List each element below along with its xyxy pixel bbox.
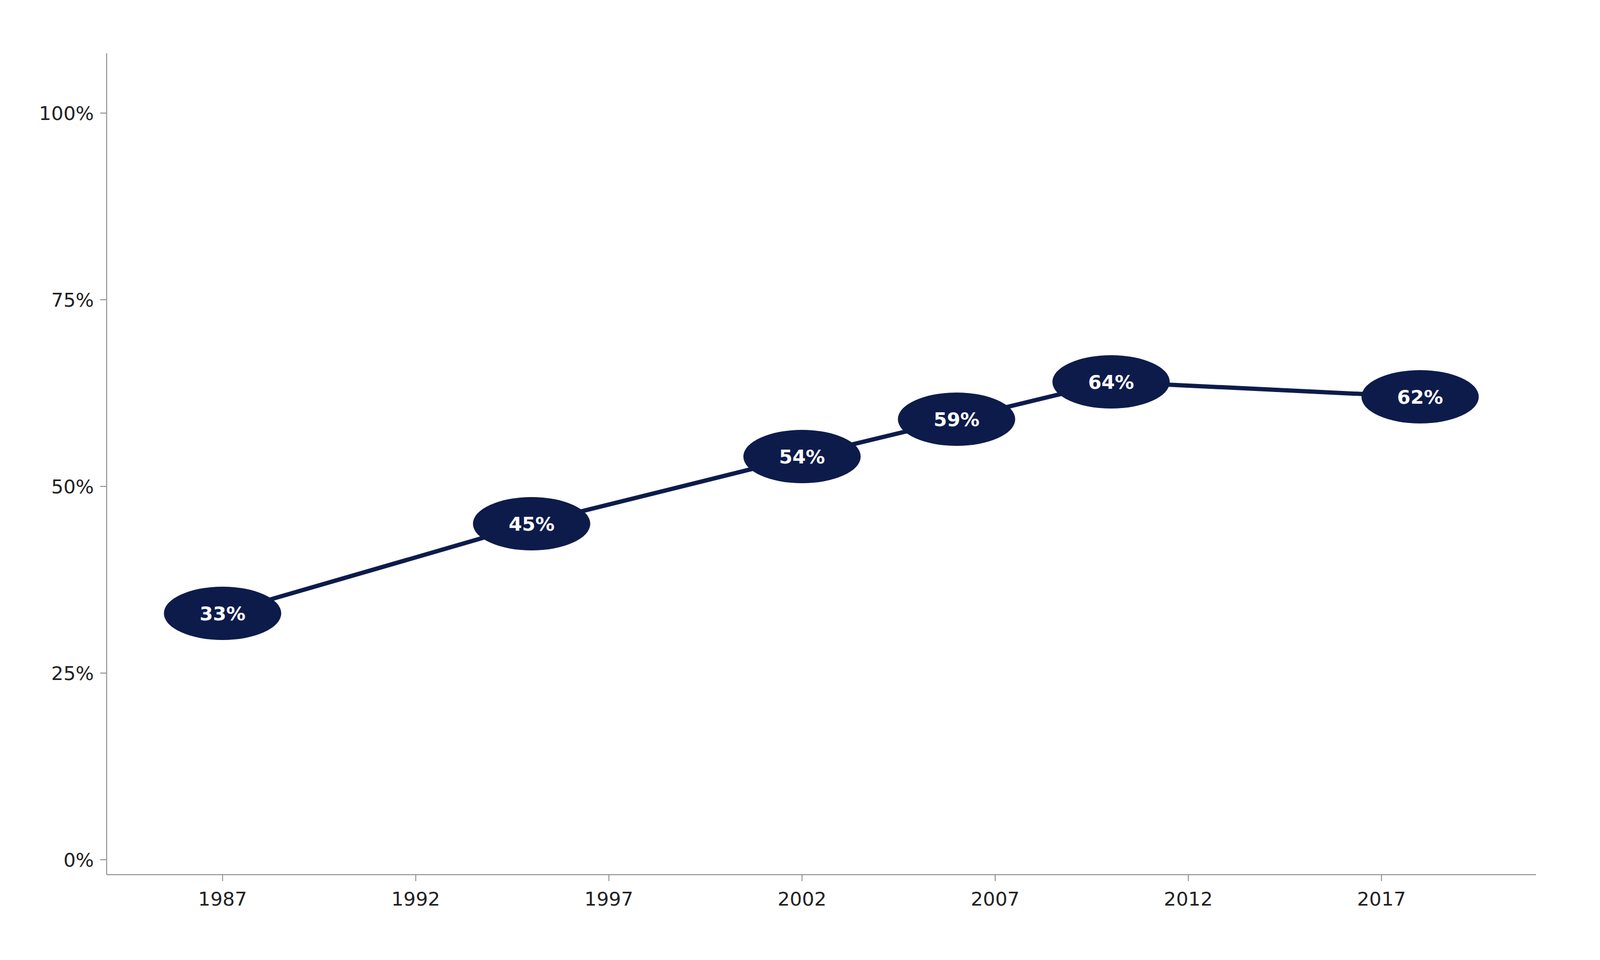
x-tick bbox=[801, 874, 803, 882]
x-tick bbox=[608, 874, 610, 882]
y-tick-label: 75% bbox=[51, 289, 94, 311]
x-tick-label: 2002 bbox=[777, 888, 827, 910]
x-tick-label: 2017 bbox=[1356, 888, 1406, 910]
data-label: 54% bbox=[779, 445, 826, 468]
x-tick bbox=[414, 874, 416, 882]
data-label: 59% bbox=[933, 408, 980, 431]
marker bbox=[743, 429, 861, 484]
y-tick bbox=[100, 485, 107, 487]
x-tick-label: 2007 bbox=[970, 888, 1020, 910]
y-tick-label: 50% bbox=[51, 475, 94, 498]
x-tick-label: 1992 bbox=[391, 888, 441, 910]
marker bbox=[163, 586, 282, 640]
plot-area bbox=[163, 355, 1479, 640]
x-tick bbox=[994, 874, 996, 882]
y-tick-label: 0% bbox=[63, 849, 94, 871]
y-tick bbox=[100, 112, 107, 114]
y-tick bbox=[100, 859, 107, 861]
x-tick bbox=[1187, 874, 1189, 882]
x-tick bbox=[1380, 874, 1382, 882]
chart: 1987 1992 1997 2002 2007 2012 2017 0% 25% 50% 75% 1… bbox=[0, 0, 1600, 960]
y-tick bbox=[100, 299, 107, 301]
data-label: 45% bbox=[508, 513, 555, 535]
line bbox=[222, 381, 1420, 614]
marker bbox=[1361, 370, 1479, 424]
x-tick-label: 1987 bbox=[197, 888, 247, 910]
marker bbox=[473, 497, 591, 551]
x-tick-label: 2012 bbox=[1163, 888, 1213, 910]
x-axis-line bbox=[106, 874, 1536, 876]
data-label: 62% bbox=[1397, 386, 1444, 408]
x-tick-label: 1997 bbox=[584, 888, 634, 910]
x-tick bbox=[221, 874, 223, 882]
y-tick-label: 100% bbox=[38, 102, 94, 125]
data-label: 64% bbox=[1088, 371, 1134, 394]
data-label: 33% bbox=[199, 602, 246, 625]
marker bbox=[898, 392, 1016, 446]
marker bbox=[1052, 355, 1170, 409]
y-axis-line bbox=[106, 53, 108, 875]
y-tick bbox=[100, 672, 107, 674]
y-tick-label: 25% bbox=[51, 662, 94, 685]
